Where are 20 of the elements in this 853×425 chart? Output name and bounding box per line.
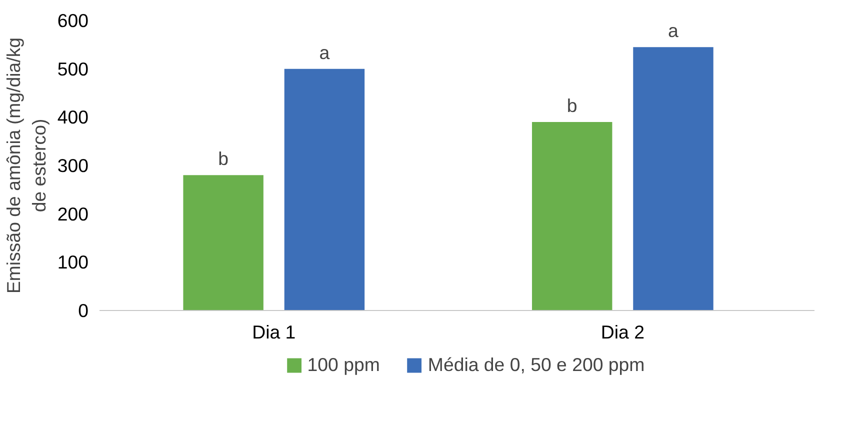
bar bbox=[183, 175, 264, 310]
y-tick-label: 400 bbox=[57, 106, 89, 128]
annotation: a bbox=[319, 42, 330, 63]
y-tick-label: 200 bbox=[57, 203, 89, 224]
y-tick-label: 0 bbox=[78, 300, 89, 321]
x-tick-label: Dia 1 bbox=[252, 322, 296, 342]
x-tick-label: Dia 2 bbox=[600, 322, 644, 342]
annotation: b bbox=[566, 95, 578, 116]
y-tick-label: 500 bbox=[57, 58, 89, 80]
y-axis-title: Emissão de amônia (mg/dia/kg de esterco) bbox=[3, 37, 50, 294]
bar bbox=[284, 68, 365, 310]
annotation: a bbox=[668, 20, 680, 42]
legend-label: Média de 0, 50 e 200 ppm bbox=[428, 354, 645, 376]
annotation: b bbox=[218, 148, 229, 170]
y-tick-label: 300 bbox=[57, 155, 89, 176]
y-tick-label: 600 bbox=[57, 10, 89, 31]
bar bbox=[633, 47, 714, 310]
y-tick-label: 100 bbox=[57, 252, 89, 273]
bar bbox=[532, 122, 612, 310]
legend-label: 100 ppm bbox=[307, 354, 380, 376]
